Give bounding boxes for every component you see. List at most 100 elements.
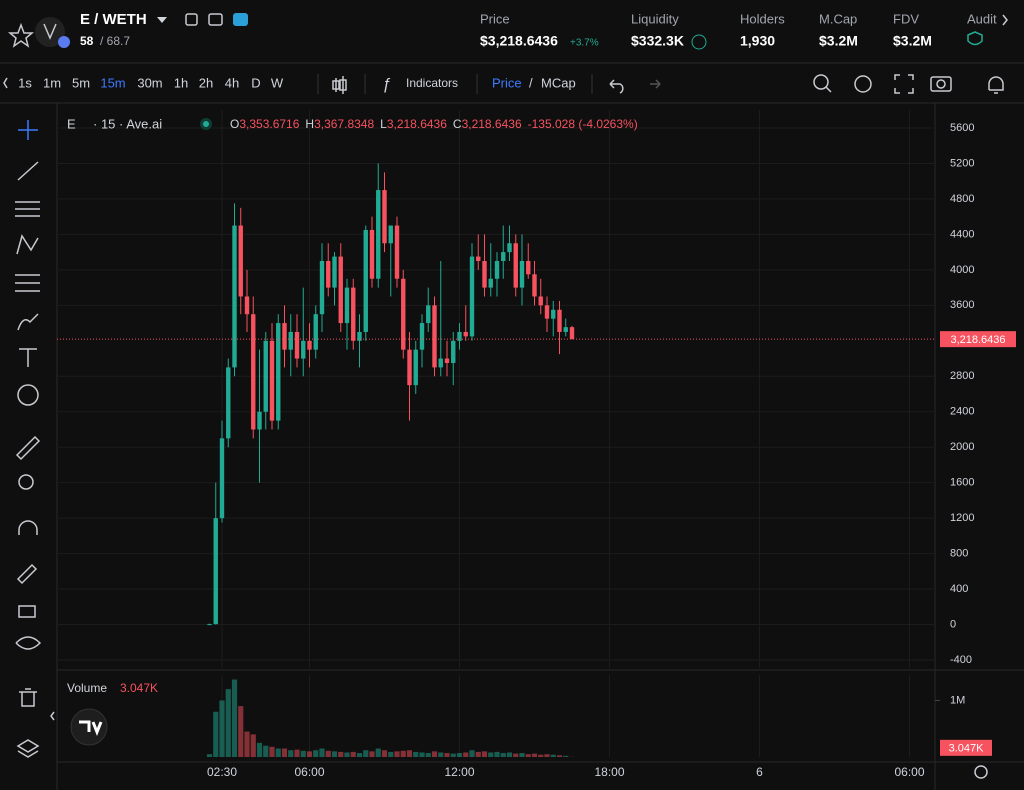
fullscreen-icon[interactable]: [894, 74, 914, 94]
pair-dropdown[interactable]: [157, 17, 167, 23]
interval-button[interactable]: 15m: [100, 75, 125, 90]
stat-value: $3.2M: [893, 33, 932, 49]
magnet-tool[interactable]: [18, 520, 38, 535]
interval-button[interactable]: W: [271, 75, 284, 90]
stat-label[interactable]: Audit: [967, 11, 997, 26]
collapse-arrow[interactable]: [50, 711, 55, 721]
candle-body: [357, 331, 362, 341]
volume-value: 3.047K: [120, 681, 158, 695]
volume-bar: [294, 749, 300, 757]
audit-chevron[interactable]: [1002, 14, 1008, 26]
chart-type-icon[interactable]: [332, 76, 347, 94]
volume-bar: [363, 750, 369, 757]
interval-button[interactable]: 5m: [72, 75, 90, 90]
pattern-tool[interactable]: [16, 234, 39, 255]
y-tick-label: 4800: [950, 193, 974, 205]
interval-button[interactable]: 2h: [199, 75, 213, 90]
crosshair-tool[interactable]: [18, 120, 38, 140]
emoji-tool[interactable]: [17, 384, 39, 406]
y-tick-label: 5200: [950, 157, 974, 169]
volume-bar: [300, 750, 306, 757]
y-tick-label: 1200: [950, 512, 974, 524]
redo[interactable]: [650, 79, 661, 89]
candle-body: [519, 261, 525, 288]
series: 3,218.6436 3.047K: [57, 163, 1016, 757]
candle-body: [444, 358, 450, 363]
mcap-mode[interactable]: MCap: [541, 75, 576, 90]
ohlc-legend: O 3,353.6716 H 3,367.8348 L 3,218.6436 C 3,218.…: [230, 117, 638, 131]
lock-tool[interactable]: [18, 605, 36, 618]
y-tick-label: 2000: [950, 441, 974, 453]
zoom-tool[interactable]: [18, 474, 34, 490]
volume-bar: [250, 734, 256, 757]
axis-settings[interactable]: [974, 765, 988, 779]
interval-button[interactable]: D: [251, 75, 260, 90]
volume-bar: [225, 689, 231, 757]
brush-tool[interactable]: [17, 313, 39, 331]
last-price-tag: [940, 331, 1016, 348]
volume-bar: [500, 753, 506, 757]
visibility-tool[interactable]: [15, 636, 42, 650]
candle-body: [276, 323, 281, 421]
candle-body: [526, 261, 531, 275]
stat-value: $332.3K: [631, 33, 684, 49]
text-tool[interactable]: [19, 348, 37, 367]
fx-icon[interactable]: ƒ: [382, 76, 391, 93]
trash-tool[interactable]: [19, 688, 37, 707]
telegram-icon[interactable]: [233, 13, 248, 26]
volume-bar: [350, 751, 356, 757]
stat-label: Price: [480, 11, 510, 26]
stat-label: M.Cap: [819, 11, 857, 26]
candle-body: [513, 243, 518, 288]
volume-tick-label: 1M: [950, 694, 965, 706]
alert-icon[interactable]: [988, 76, 1004, 94]
volume-bar: [313, 750, 319, 757]
screenshot-icon[interactable]: [930, 76, 952, 92]
ohlc-value: 3,218.6436: [462, 117, 522, 131]
volume-bar: [519, 753, 525, 757]
undo[interactable]: [609, 79, 624, 94]
volume-bar: [331, 751, 338, 757]
volume-bar: [256, 742, 263, 757]
volume-bar: [469, 750, 475, 757]
stats: Price $3,218.6436 +3.7% Liquidity $332.3K Hol…: [480, 11, 997, 50]
copy-icon[interactable]: [185, 13, 198, 26]
volume-bar: [513, 753, 519, 757]
ohlc-value: 3,218.6436: [387, 117, 447, 131]
trendline-tool[interactable]: [17, 161, 39, 181]
volume-bar: [219, 700, 225, 757]
ohlc-change: -135.028 (-4.0263%): [528, 117, 638, 131]
candle-body: [326, 261, 331, 288]
price-mode[interactable]: Price: [492, 75, 522, 90]
volume-bar: [400, 750, 406, 757]
fib-tool[interactable]: [15, 201, 40, 217]
volume-bar: [456, 753, 463, 757]
interval-button[interactable]: 1h: [174, 75, 188, 90]
candle-body: [469, 256, 475, 337]
favorite-star[interactable]: [7, 22, 35, 48]
interval-button[interactable]: 1s: [18, 75, 32, 90]
volume-bar: [338, 751, 344, 757]
interval-button[interactable]: 4h: [225, 75, 239, 90]
candle-body: [207, 624, 212, 626]
ohlc-key: H: [305, 117, 314, 131]
interval-button[interactable]: 1m: [43, 75, 61, 90]
scroll-left[interactable]: [3, 77, 8, 89]
ruler-tool[interactable]: [15, 435, 41, 461]
candle-body: [394, 225, 400, 279]
indicators-button[interactable]: Indicators: [406, 76, 458, 90]
volume-bar: [506, 752, 513, 757]
tv-logo-mark: [79, 720, 103, 737]
settings-icon[interactable]: [854, 75, 872, 93]
lock-drawing-tool[interactable]: [16, 563, 38, 585]
audit-shield[interactable]: [967, 31, 983, 46]
candle-body: [263, 340, 268, 412]
interval-button[interactable]: 30m: [137, 75, 162, 90]
card-icon[interactable]: [208, 13, 223, 26]
candle-body: [476, 256, 481, 262]
candle-body: [319, 261, 325, 315]
projection-tool[interactable]: [15, 274, 40, 292]
layers-tool[interactable]: [16, 739, 40, 758]
zoom-icon[interactable]: [813, 74, 829, 90]
